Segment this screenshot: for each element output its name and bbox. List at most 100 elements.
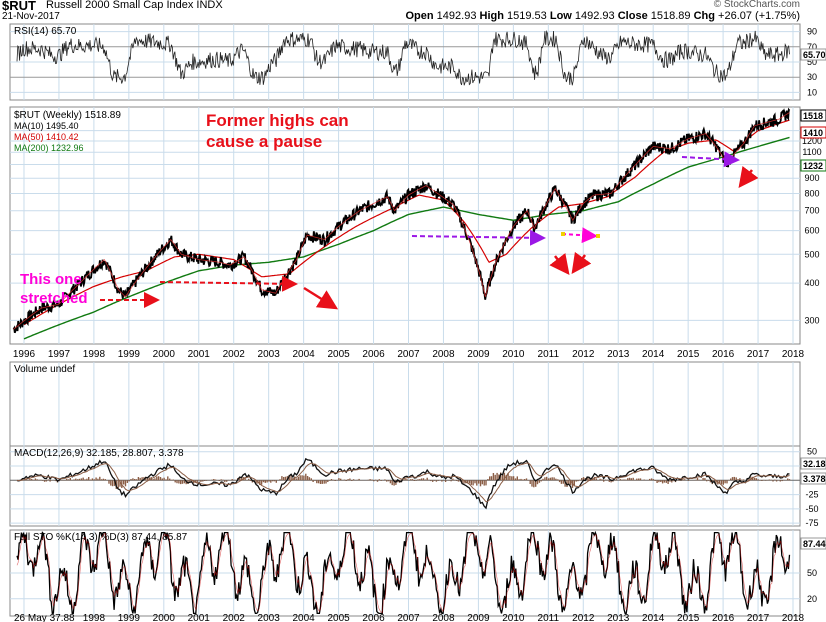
low-label: Low [549,10,572,22]
x-tick-label: 2006 [362,349,385,360]
annotation-former-highs-line2: cause a pause [206,132,323,151]
x-tick-label: 2008 [432,349,455,360]
volume-panel [9,361,801,447]
x-tick-label: 2010 [502,349,525,360]
rsi-label: RSI(14) 65.70 [14,26,77,37]
macd-y-tick: 50 [807,447,817,457]
arrow-2015-high [681,151,740,168]
annotation-stretched-line1: This one [20,271,82,288]
macd-panel [9,445,801,527]
x-tick-label-bottom: 2002 [223,613,246,622]
high-value: 1519.53 [507,10,547,22]
price-y-tick: 500 [804,249,819,259]
x-tick-label: 2012 [572,349,595,360]
low-value: 1492.93 [574,10,615,22]
x-tick-label: 1999 [118,349,141,360]
price-y-tick: 900 [804,173,819,183]
x-tick-label-bottom: 2001 [188,613,211,622]
x-tick-label: 2004 [293,349,316,360]
arrow-2000-high [159,275,298,292]
price-y-tick: 400 [804,278,819,288]
arrow-2011-pause-a [549,253,570,275]
x-tick-label: 2000 [153,349,176,360]
brand-watermark: © StockCharts.com [713,0,800,10]
sto-y-tick: 50 [807,568,817,578]
x-tick-label-bottom: 2018 [782,613,805,622]
annotation-stretched: This one stretched [20,270,88,308]
x-tick-label-bottom: 1998 [83,613,106,622]
arrow-2016-pause [738,166,759,188]
x-tick-label-bottom: 2017 [747,613,770,622]
x-tick-label: 2007 [397,349,420,360]
arrow-2011-high [561,227,598,244]
arrow-2011-pause-b [571,251,592,275]
x-tick-label-bottom: 2013 [607,613,630,622]
annotation-former-highs-line1: Former highs can [206,111,349,130]
ma50-tag-bg [800,126,826,139]
macd-line [16,457,790,510]
x-tick-label-bottom: 2000 [153,613,176,622]
x-tick-label: 1998 [83,349,106,360]
macd-y-tick: -75 [805,518,818,528]
rsi-value-tag-bg [800,48,826,61]
arrow-2004-pause [303,286,339,310]
x-tick-label: 2011 [538,349,560,360]
price-y-tick: 1200 [802,136,822,146]
x-tick-label-bottom: 2009 [467,613,490,622]
x-tick-label-bottom: 2005 [327,613,350,622]
x-tick-label: 2016 [712,349,735,360]
x-tick-label: 2018 [782,349,805,360]
ma200-tag-bg [800,159,826,172]
x-tick-label: 2013 [607,349,630,360]
macd-hist-tag-bg [800,472,826,485]
x-tick-label-bottom: 2007 [397,613,420,622]
x-tick-label-bottom: 2012 [572,613,595,622]
rsi-y-tick: 50 [807,57,817,67]
rsi-value-tag: 65.70 [803,50,826,60]
x-tick-label: 2009 [467,349,490,360]
ma50-tag: 1410 [803,128,823,138]
x-tick-label: 2005 [327,349,350,360]
macd-y-tick: -25 [805,490,818,500]
chart-date: 21-Nov-2017 [2,11,60,22]
macd-value-tag-bg [800,457,826,470]
sto-label: Full STO %K(14,3) %D(3) 87.44, 85.87 [14,532,188,543]
chg-label: Chg [693,10,715,22]
x-tick-label-bottom: 2011 [538,613,560,622]
ma200-line [23,136,790,340]
x-tick-label: 2015 [677,349,700,360]
ma200-tag: 1232 [803,161,823,171]
x-tick-label-bottom: 2004 [293,613,316,622]
bottom-left-tag: 26 May 37.88 [14,613,75,622]
x-tick-label-bottom: 2014 [642,613,665,622]
macd-signal-line [16,462,790,503]
sto-value-tag-bg [800,537,826,550]
sto-k-line [16,530,791,615]
x-tick-label: 2003 [258,349,281,360]
price-y-tick: 300 [804,315,819,325]
x-tick-label: 1996 [13,349,36,360]
x-tick-label: 1997 [48,349,71,360]
x-tick-label-bottom: 2010 [502,613,525,622]
rsi-y-tick: 70 [807,42,817,52]
rsi-y-tick: 90 [807,27,817,37]
x-tick-label-bottom: 2003 [258,613,281,622]
sto-y-tick: 20 [807,594,817,604]
macd-label: MACD(12,26,9) 32.185, 28.807, 3.378 [14,448,184,459]
price-y-tick: 600 [804,226,819,236]
rsi-y-tick: 10 [807,87,817,97]
x-tick-label-bottom: 2008 [432,613,455,622]
annotation-stretched-line2: stretched [20,290,88,307]
annotation-former-highs: Former highs can cause a pause [206,110,349,152]
price-tag: 1518 [803,111,823,121]
highlight-dot-a [561,232,565,236]
open-value: 1492.93 [436,10,477,22]
ma10-line [13,112,790,330]
rsi-y-tick: 30 [807,72,817,82]
symbol-title: $RUT [2,0,36,13]
ma50-legend: MA(50) 1410.42 [14,132,79,142]
macd-hist-tag: 3.378 [803,474,826,484]
ohlc-readout: Open 1492.93 High 1519.53 Low 1492.93 Cl… [405,10,800,22]
rsi-line [16,29,790,86]
x-tick-label: 2002 [223,349,246,360]
